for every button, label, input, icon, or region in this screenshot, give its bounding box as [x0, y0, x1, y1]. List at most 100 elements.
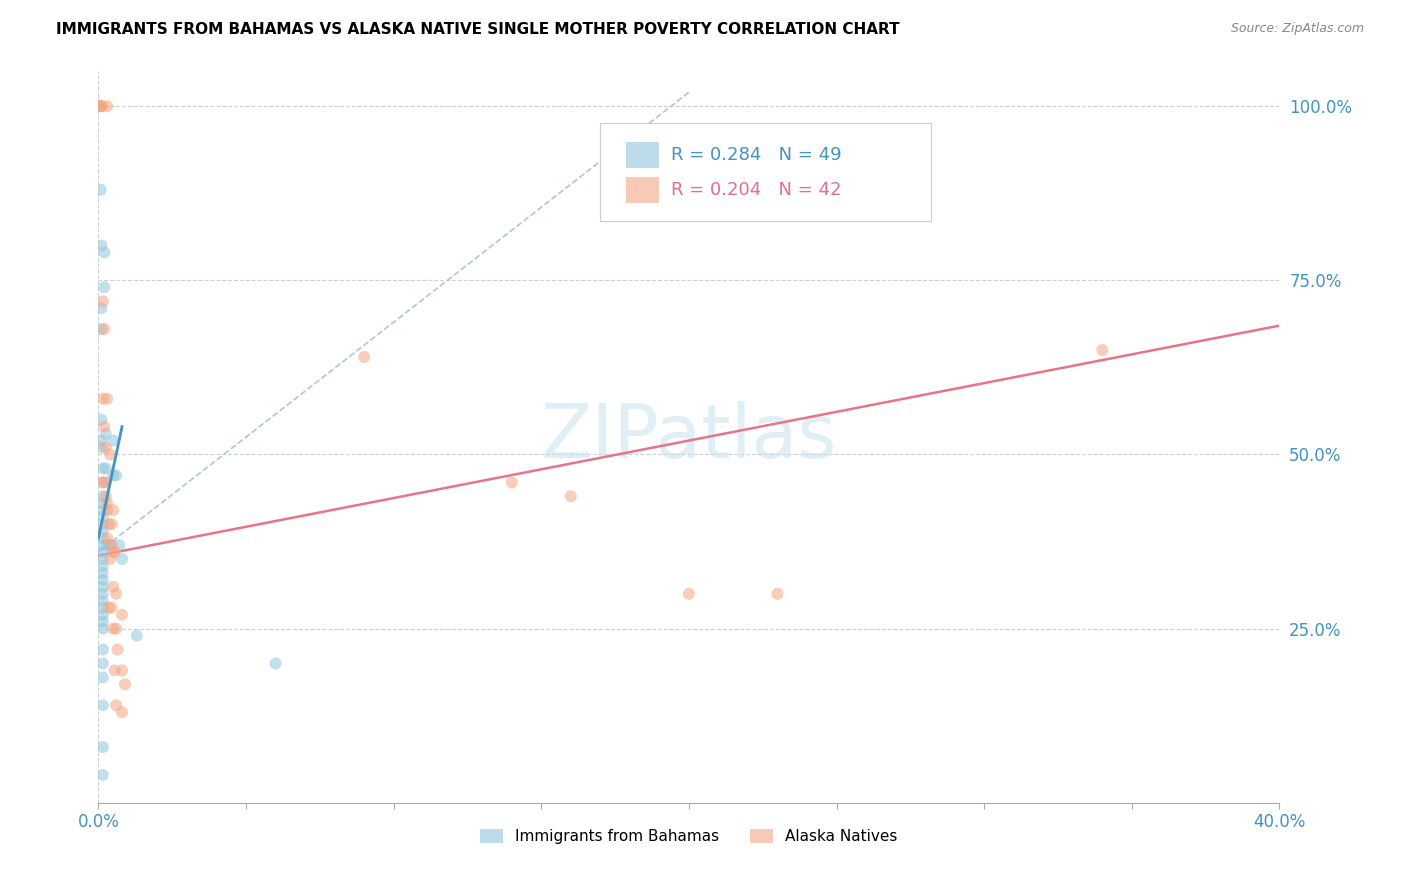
Point	[111, 607, 134, 622]
Point	[94, 489, 117, 503]
Point	[97, 600, 120, 615]
Point	[91, 642, 114, 657]
Point	[91, 441, 114, 455]
Point	[91, 768, 114, 782]
Point	[1091, 343, 1114, 357]
Point	[91, 294, 114, 309]
Point	[91, 461, 114, 475]
Point	[105, 622, 128, 636]
Point	[103, 580, 125, 594]
Point	[103, 503, 125, 517]
Point	[90, 238, 112, 252]
Point	[91, 594, 114, 608]
Point	[103, 434, 125, 448]
Point	[125, 629, 148, 643]
Point	[91, 566, 114, 580]
Point	[90, 412, 112, 426]
Point	[98, 538, 121, 552]
Point	[91, 99, 114, 113]
Point	[87, 99, 110, 113]
Point	[91, 496, 114, 510]
Point	[91, 740, 114, 755]
Point	[678, 587, 700, 601]
Point	[90, 322, 112, 336]
Point	[96, 538, 118, 552]
Point	[91, 524, 114, 538]
FancyBboxPatch shape	[600, 122, 931, 221]
Point	[114, 677, 136, 691]
Point	[501, 475, 523, 490]
Point	[93, 419, 115, 434]
Point	[103, 468, 125, 483]
Point	[111, 664, 134, 678]
Text: IMMIGRANTS FROM BAHAMAS VS ALASKA NATIVE SINGLE MOTHER POVERTY CORRELATION CHART: IMMIGRANTS FROM BAHAMAS VS ALASKA NATIVE…	[56, 22, 900, 37]
Point	[90, 99, 112, 113]
Point	[94, 475, 117, 490]
Point	[87, 99, 110, 113]
Point	[91, 587, 114, 601]
Point	[560, 489, 582, 503]
Point	[108, 538, 131, 552]
Point	[91, 475, 114, 490]
Point	[91, 392, 114, 406]
Point	[91, 580, 114, 594]
Point	[93, 322, 115, 336]
Point	[90, 183, 112, 197]
Point	[766, 587, 789, 601]
Text: R = 0.284   N = 49: R = 0.284 N = 49	[671, 145, 842, 164]
Point	[91, 489, 114, 503]
Point	[100, 600, 122, 615]
Point	[98, 448, 121, 462]
Point	[111, 705, 134, 719]
Point	[107, 642, 129, 657]
Legend: Immigrants from Bahamas, Alaska Natives: Immigrants from Bahamas, Alaska Natives	[474, 822, 904, 850]
Point	[94, 441, 117, 455]
Point	[94, 461, 117, 475]
Point	[91, 503, 114, 517]
Point	[104, 664, 127, 678]
Point	[98, 552, 121, 566]
Point	[353, 350, 375, 364]
Point	[111, 552, 134, 566]
Point	[91, 615, 114, 629]
Point	[93, 245, 115, 260]
Point	[91, 607, 114, 622]
Point	[91, 510, 114, 524]
Point	[91, 698, 114, 713]
Point	[90, 301, 112, 316]
Point	[105, 587, 128, 601]
Point	[91, 600, 114, 615]
Point	[96, 531, 118, 545]
Point	[90, 434, 112, 448]
Point	[105, 468, 128, 483]
Bar	[626, 177, 659, 203]
Bar	[626, 142, 659, 168]
Point	[100, 517, 122, 532]
Point	[97, 517, 120, 532]
Point	[100, 538, 122, 552]
Point	[91, 531, 114, 545]
Point	[91, 545, 114, 559]
Point	[91, 622, 114, 636]
Point	[91, 558, 114, 573]
Point	[103, 545, 125, 559]
Point	[91, 538, 114, 552]
Point	[96, 503, 118, 517]
Point	[91, 552, 114, 566]
Point	[264, 657, 287, 671]
Point	[96, 392, 118, 406]
Text: R = 0.204   N = 42: R = 0.204 N = 42	[671, 181, 842, 199]
Point	[91, 475, 114, 490]
Text: ZIPatlas: ZIPatlas	[541, 401, 837, 474]
Point	[104, 545, 127, 559]
Point	[91, 573, 114, 587]
Point	[94, 426, 117, 441]
Point	[91, 517, 114, 532]
Point	[96, 99, 118, 113]
Point	[91, 670, 114, 684]
Point	[103, 622, 125, 636]
Text: Source: ZipAtlas.com: Source: ZipAtlas.com	[1230, 22, 1364, 36]
Point	[91, 657, 114, 671]
Point	[93, 280, 115, 294]
Point	[96, 496, 118, 510]
